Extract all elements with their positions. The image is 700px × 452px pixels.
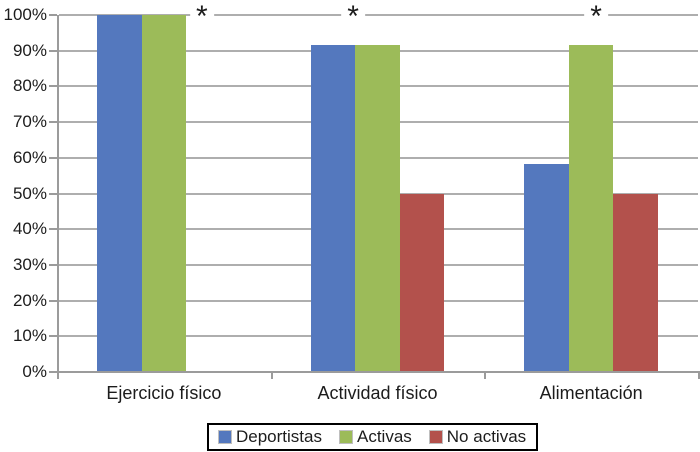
x-tick xyxy=(698,373,700,379)
y-axis-tick-label: 80% xyxy=(12,76,47,96)
gridline xyxy=(59,14,698,16)
bar-activas xyxy=(568,44,614,372)
significance-asterisk: * xyxy=(190,2,214,32)
legend-item: Deportistas xyxy=(218,425,322,449)
bar-no-activas xyxy=(613,193,658,372)
y-tick xyxy=(49,85,57,88)
legend-marker-deportistas xyxy=(218,430,232,444)
y-axis-tick-label: 20% xyxy=(12,290,47,310)
y-axis-tick-label: 0% xyxy=(22,362,47,381)
y-tick xyxy=(49,49,57,52)
y-tick xyxy=(49,228,57,231)
x-tick xyxy=(484,373,487,379)
y-axis-line xyxy=(57,15,59,374)
y-axis-tick-label: 100% xyxy=(3,5,47,24)
y-axis-tick-label: 70% xyxy=(12,112,47,132)
legend-label: No activas xyxy=(446,427,527,446)
y-axis-tick-label: 40% xyxy=(12,219,47,239)
y-tick xyxy=(49,14,57,16)
x-tick xyxy=(270,373,273,379)
bar-no-activas xyxy=(399,193,445,372)
y-axis-tick-label: 60% xyxy=(12,147,47,167)
y-tick xyxy=(49,371,57,373)
significance-asterisk: * xyxy=(341,2,365,32)
y-tick xyxy=(49,156,57,159)
y-tick xyxy=(49,263,57,266)
legend-marker-activas xyxy=(338,430,353,444)
bar-deportistas xyxy=(97,15,142,372)
legend: Deportistas Activas No activas xyxy=(207,423,539,451)
category-label: Actividad físico xyxy=(317,383,438,403)
y-axis-tick-label: 30% xyxy=(12,254,47,274)
legend-item: No activas xyxy=(428,425,527,449)
significance-asterisk: * xyxy=(584,2,608,32)
legend-item: Activas xyxy=(338,425,412,449)
legend-label: Activas xyxy=(356,427,412,446)
bar-deportistas xyxy=(310,44,356,372)
x-axis-line xyxy=(57,371,700,373)
category-label: Alimentación xyxy=(539,383,643,403)
bar-activas xyxy=(355,44,400,372)
y-tick xyxy=(49,335,57,338)
y-tick xyxy=(49,121,57,124)
y-tick xyxy=(49,192,57,195)
bar-deportistas xyxy=(524,163,569,372)
y-axis-tick-label: 50% xyxy=(12,183,47,203)
y-axis-tick-label: 90% xyxy=(12,40,47,60)
y-axis-tick-label: 10% xyxy=(12,326,47,346)
bar-activas xyxy=(141,15,187,372)
category-label: Ejercicio físico xyxy=(106,383,222,403)
legend-label: Deportistas xyxy=(236,427,322,446)
x-tick xyxy=(57,373,59,379)
legend-marker-no-activas xyxy=(428,430,443,444)
y-tick xyxy=(49,299,57,302)
